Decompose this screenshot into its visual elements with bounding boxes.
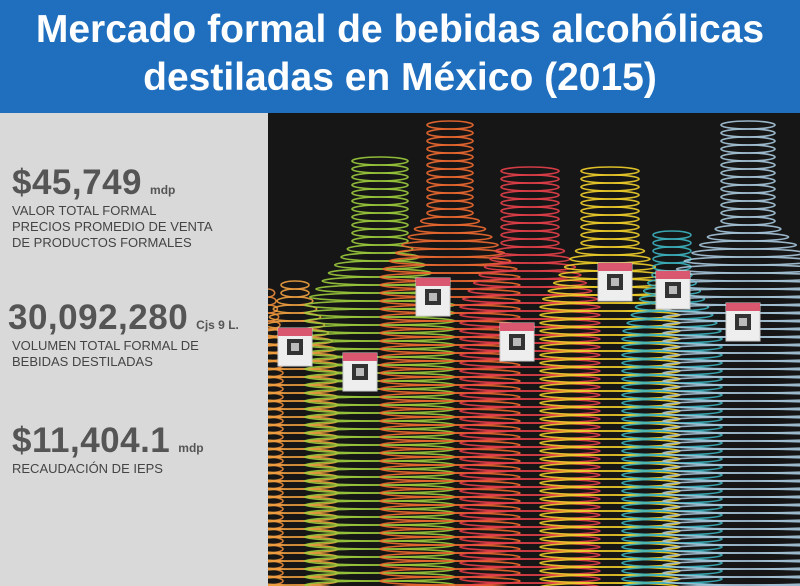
bottle-coil — [268, 584, 331, 586]
bottle-coil — [268, 368, 284, 378]
bottle-coil — [268, 456, 284, 466]
bottle-coil — [539, 582, 681, 586]
header: Mercado formal de bebidas alcohólicas de… — [0, 0, 800, 113]
stat: $45,749 mdp VALOR TOTAL FORMAL PRECIOS PR… — [12, 163, 213, 251]
bottle-coil — [268, 496, 284, 506]
bottle-coil — [268, 520, 284, 530]
bottle-coil — [391, 584, 509, 586]
stats-panel: $45,749 mdp VALOR TOTAL FORMAL PRECIOS PR… — [0, 113, 268, 586]
label-band — [343, 353, 377, 361]
bottle-coil — [268, 480, 284, 490]
bottle-coil — [268, 312, 280, 322]
stat-unit: Cjs 9 L. — [196, 318, 239, 332]
bottle-coil — [268, 384, 284, 394]
bottle-coil — [677, 584, 800, 586]
bottle-coil — [268, 504, 284, 514]
bottle-coil — [268, 400, 284, 410]
bottle-coil — [268, 408, 284, 418]
bottle-coil — [268, 304, 279, 314]
qr-inner — [513, 338, 521, 346]
bottle-coil — [268, 560, 284, 570]
stat-desc: VOLUMEN TOTAL FORMAL DE — [12, 338, 199, 353]
stat: 30,092,280 Cjs 9 L. VOLUMEN TOTAL FORMAL … — [8, 298, 239, 370]
bottle-coil — [268, 392, 284, 402]
bottle-coil — [268, 448, 284, 458]
bottle-coil — [268, 464, 284, 474]
stat-value: $11,404.1 — [12, 421, 171, 460]
bottle-coil — [268, 472, 284, 482]
bottle-coil — [268, 512, 284, 522]
bottle-coil — [268, 288, 276, 298]
bottle-coil — [268, 296, 277, 306]
bottle-coil — [459, 582, 601, 586]
stat-desc: DE PRODUCTOS FORMALES — [12, 235, 192, 250]
label-band — [500, 323, 534, 331]
bottle-coil — [268, 424, 284, 434]
title-line: destiladas en México (2015) — [143, 56, 657, 99]
bottle-coil — [268, 536, 284, 546]
stat-desc: BEBIDAS DESTILADAS — [12, 354, 153, 369]
stat-value: 30,092,280 — [8, 298, 189, 337]
stat-desc: RECAUDACIÓN DE IEPS — [12, 461, 163, 476]
bottle-coil — [268, 376, 284, 386]
stat-unit: mdp — [150, 183, 176, 197]
bottles-illustration — [268, 113, 800, 586]
bottle-coil — [268, 488, 284, 498]
bottle-coil — [268, 432, 284, 442]
stat-value: $45,749 — [12, 163, 143, 202]
qr-inner — [291, 343, 299, 351]
bottle-coil — [268, 544, 284, 554]
stat-unit: mdp — [178, 441, 204, 455]
stat: $11,404.1 mdp RECAUDACIÓN DE IEPS — [12, 421, 204, 477]
qr-inner — [611, 278, 619, 286]
bottle-coil — [268, 320, 281, 330]
label-band — [726, 303, 760, 311]
label-band — [278, 328, 312, 336]
qr-inner — [669, 286, 677, 294]
label-band — [416, 278, 450, 286]
bottle-coil — [268, 552, 284, 562]
bottle-coil — [268, 440, 284, 450]
stat-desc: PRECIOS PROMEDIO DE VENTA — [12, 219, 213, 234]
bottle-coil — [268, 568, 284, 578]
bottle-coil — [268, 528, 284, 538]
label-band — [598, 263, 632, 271]
bottle-coil — [268, 576, 284, 586]
qr-inner — [356, 368, 364, 376]
label-band — [656, 271, 690, 279]
stat-desc: VALOR TOTAL FORMAL — [12, 203, 157, 218]
bottle-coil — [268, 416, 284, 426]
qr-inner — [429, 293, 437, 301]
qr-inner — [739, 318, 747, 326]
title-line: Mercado formal de bebidas alcohólicas — [35, 8, 765, 51]
